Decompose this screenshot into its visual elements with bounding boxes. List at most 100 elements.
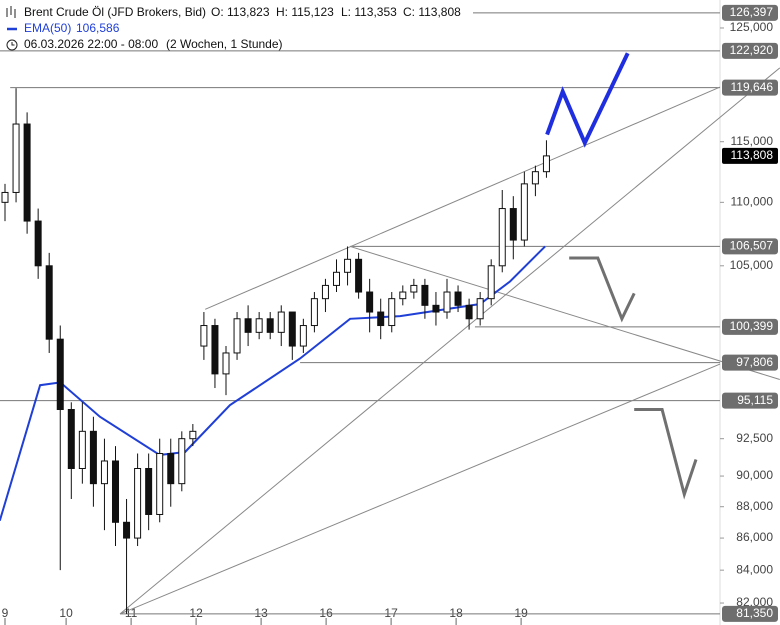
projection-path: [634, 408, 698, 500]
time-range: 06.03.2026 22:00 - 08:00: [24, 37, 158, 51]
candle-body: [454, 291, 462, 306]
candle-body: [299, 325, 307, 347]
candle-body: [233, 318, 241, 354]
candle-body: [310, 298, 318, 327]
candle-body: [465, 304, 473, 320]
level-label-box: [722, 392, 778, 409]
y-tick-label: 92,500: [736, 431, 773, 445]
level-label: 119,646: [731, 80, 774, 94]
level-label-box: [722, 42, 778, 59]
candle-body: [520, 183, 528, 241]
candle-body: [443, 291, 451, 313]
trend-line: [350, 245, 780, 381]
candle-body: [509, 208, 517, 241]
ohlc-close: C: 113,808: [403, 5, 461, 19]
candle-body: [388, 298, 396, 327]
candle-body: [112, 460, 119, 523]
instrument-title: Brent Crude Öl (JFD Brokers, Bid): [24, 5, 206, 19]
x-tick-label: 11: [125, 606, 138, 620]
level-label-box: [722, 238, 778, 255]
ohlc-low: L: 113,353: [341, 5, 397, 19]
candle-body: [67, 409, 75, 469]
projection-path: [545, 52, 630, 148]
candle-body: [266, 318, 274, 333]
x-tick-label: 17: [384, 606, 398, 620]
candle-body: [344, 258, 352, 273]
x-tick-label: 13: [254, 606, 268, 620]
candle-body: [244, 318, 252, 333]
trend-line: [205, 86, 721, 310]
candle-body: [178, 438, 186, 485]
candle-body: [100, 460, 108, 485]
y-tick-label: 125,000: [730, 20, 774, 34]
x-tick-label: 12: [189, 606, 203, 620]
candle-body: [288, 311, 296, 347]
y-tick-label: 82,000: [736, 595, 773, 609]
candle-body: [377, 311, 385, 327]
clock-hands: [11, 42, 15, 46]
candle-body: [399, 291, 407, 300]
trend-line: [119, 363, 721, 615]
candle-body: [531, 171, 539, 185]
candle-body: [432, 304, 440, 313]
candle-body: [498, 208, 506, 267]
level-label: 100,399: [730, 319, 774, 333]
ema-value: 106,586: [76, 21, 120, 35]
candle-body: [56, 338, 64, 411]
level-label-box: [722, 79, 778, 96]
candle-body: [134, 467, 142, 539]
candle-body: [89, 430, 97, 485]
candle-body: [78, 430, 86, 469]
level-label: 81,350: [736, 606, 773, 620]
candle-body: [23, 123, 31, 222]
candle-body: [366, 291, 374, 313]
x-tick-label: 16: [319, 606, 333, 620]
y-tick-label: 84,000: [736, 562, 773, 576]
candle-body: [167, 453, 175, 485]
x-tick-label: 18: [449, 606, 463, 620]
legend-header: Brent Crude Öl (JFD Brokers, Bid) O: 113…: [6, 5, 461, 51]
y-tick-label: 86,000: [736, 530, 773, 544]
candle-body: [34, 220, 42, 267]
projection-path: [569, 256, 636, 323]
candle-body: [156, 453, 164, 515]
level-label-box: [722, 4, 778, 21]
candle-body: [222, 352, 230, 375]
candle-body: [277, 311, 285, 333]
candle-body: [1, 191, 9, 203]
level-label: 95,115: [737, 393, 773, 407]
candle-body: [200, 325, 208, 347]
candle-body: [487, 265, 495, 300]
last-price-box: [722, 147, 778, 164]
trend-line: [119, 67, 780, 615]
ohlc-open: O: 113,823: [211, 5, 270, 19]
x-tick-label: 9: [2, 606, 9, 620]
y-tick-label: 110,000: [731, 195, 774, 209]
candle-body: [189, 430, 197, 440]
level-label: 122,920: [730, 43, 774, 57]
bars-icon: [6, 6, 16, 18]
candle-body: [12, 123, 20, 193]
x-tick-label: 19: [514, 606, 528, 620]
range-note: (2 Wochen, 1 Stunde): [166, 37, 283, 51]
y-tick-label: 105,000: [730, 258, 774, 272]
level-label: 106,507: [730, 239, 774, 253]
candle-body: [421, 284, 429, 306]
candle-body: [145, 467, 153, 515]
y-tick-label: 90,000: [736, 468, 773, 482]
candle-body: [476, 298, 484, 320]
candle-body: [321, 284, 329, 300]
level-label-box: [722, 354, 778, 371]
last-price-label: 113,808: [731, 148, 774, 162]
candle-body: [45, 265, 53, 340]
candle-body: [333, 271, 340, 286]
candle-body: [211, 325, 219, 375]
y-tick-label: 88,000: [736, 499, 773, 513]
level-label-box: [722, 605, 778, 622]
ohlc-high: H: 115,123: [276, 5, 334, 19]
level-label: 97,806: [736, 355, 773, 369]
ema-label: EMA(50): [24, 21, 71, 35]
candle-body: [255, 318, 263, 333]
clock-icon: [6, 39, 18, 51]
